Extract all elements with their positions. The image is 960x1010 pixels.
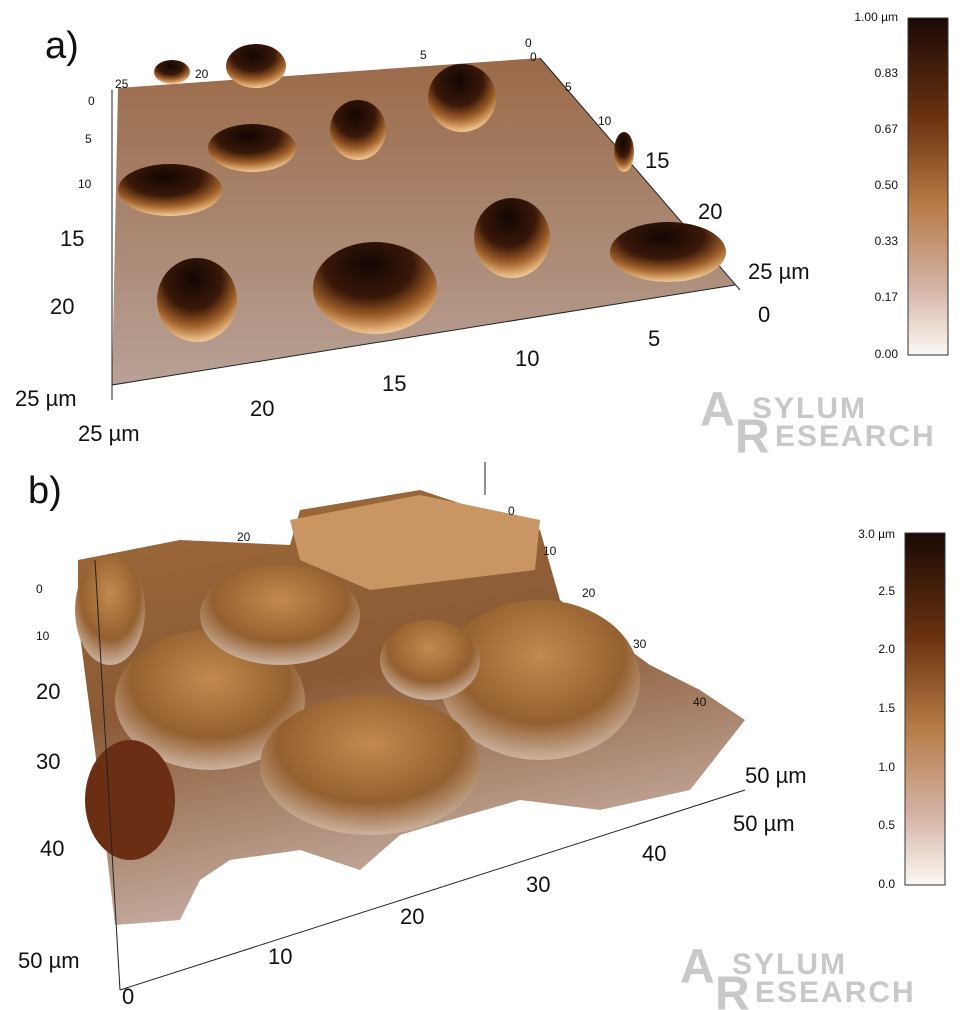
axis-label: 25 — [115, 77, 129, 91]
axis-label: 30 — [526, 872, 550, 897]
axis-label: 0 — [36, 582, 43, 596]
colorbar-label: 3.0 µm — [858, 527, 895, 541]
watermark: ESEARCH — [775, 420, 936, 453]
axis-label: 20 — [36, 679, 60, 704]
axis-label: 0 — [530, 50, 537, 64]
decoration — [85, 740, 175, 860]
decoration — [330, 100, 386, 160]
colorbar-a — [908, 18, 948, 355]
axis-label: 0 — [122, 984, 134, 1009]
decoration: A — [680, 941, 715, 994]
panel-label: b) — [28, 470, 62, 512]
decoration — [610, 222, 726, 282]
axis-label: 15 — [60, 226, 84, 251]
axis-label: 25 µm — [78, 421, 140, 446]
decoration — [380, 620, 480, 700]
colorbar-label: 0.00 — [875, 347, 899, 361]
axis-label: 0 — [88, 94, 95, 108]
axis-label: 0 — [508, 504, 515, 518]
decoration — [428, 64, 496, 132]
axis-label: 50 µm — [18, 948, 80, 973]
decoration — [75, 555, 145, 665]
axis-label: 25 µm — [15, 386, 77, 411]
axis-label: 20 — [250, 396, 274, 421]
axis-label: 15 — [382, 371, 406, 396]
colorbar-label: 1.0 — [878, 760, 895, 774]
colorbar-label: 0.17 — [875, 290, 899, 304]
axis-label: 10 — [515, 346, 539, 371]
decoration — [200, 565, 360, 665]
axis-label: 20 — [50, 294, 74, 319]
decoration — [118, 164, 222, 216]
axis-label: 50 µm — [733, 811, 795, 836]
colorbar-label: 1.5 — [878, 701, 895, 715]
decoration — [208, 124, 296, 172]
decoration: R — [735, 411, 770, 464]
axis-label: 30 — [36, 749, 60, 774]
axis-label: 10 — [268, 944, 292, 969]
decoration — [226, 44, 286, 88]
axis-label: 5 — [648, 326, 660, 351]
axis-label: 50 µm — [745, 763, 807, 788]
axis-label: 5 — [85, 132, 92, 146]
colorbar-label: 2.0 — [878, 642, 895, 656]
decoration: R — [715, 968, 750, 1010]
watermark: ESEARCH — [755, 976, 916, 1009]
colorbar-label: 0.0 — [878, 877, 895, 891]
decoration — [260, 695, 480, 835]
axis-label: 10 — [598, 114, 612, 128]
colorbar-label: 2.5 — [878, 584, 895, 598]
axis-label: 10 — [36, 629, 50, 643]
axis-label: 40 — [693, 695, 707, 709]
colorbar-b — [905, 533, 945, 885]
axis-label: 20 — [237, 530, 251, 544]
decoration — [313, 242, 437, 334]
decoration — [614, 132, 634, 172]
colorbar-label: 0.50 — [875, 178, 899, 192]
colorbar-label: 0.67 — [875, 122, 899, 136]
decoration: A — [700, 384, 735, 437]
axis-label: 10 — [543, 544, 557, 558]
axis-label: 30 — [633, 637, 647, 651]
colorbar-label: 0.33 — [875, 234, 899, 248]
colorbar-label: 1.00 µm — [854, 10, 898, 24]
axis-label: 20 — [195, 67, 209, 81]
axis-label: 5 — [565, 80, 572, 94]
surface-a — [112, 44, 740, 400]
axis-label: 5 — [420, 48, 427, 62]
axis-label: 20 — [698, 199, 722, 224]
axis-label: 20 — [400, 904, 424, 929]
axis-label: 0 — [758, 302, 770, 327]
decoration — [474, 198, 550, 278]
decoration — [157, 258, 237, 342]
axis-label: 20 — [582, 586, 596, 600]
axis-label: 25 µm — [748, 259, 810, 284]
axis-label: 15 — [645, 148, 669, 173]
axis-label: 10 — [78, 177, 92, 191]
axis-label: 40 — [40, 836, 64, 861]
decoration — [154, 60, 190, 84]
panel-label: a) — [45, 25, 79, 67]
colorbar-label: 0.83 — [875, 66, 899, 80]
axis-label: 40 — [642, 841, 666, 866]
colorbar-label: 0.5 — [878, 818, 895, 832]
figure: a) 0 5 10 15 20 25 µm 25 µm 20 15 10 5 0… — [0, 0, 960, 1010]
axis-label: 0 — [525, 36, 532, 50]
